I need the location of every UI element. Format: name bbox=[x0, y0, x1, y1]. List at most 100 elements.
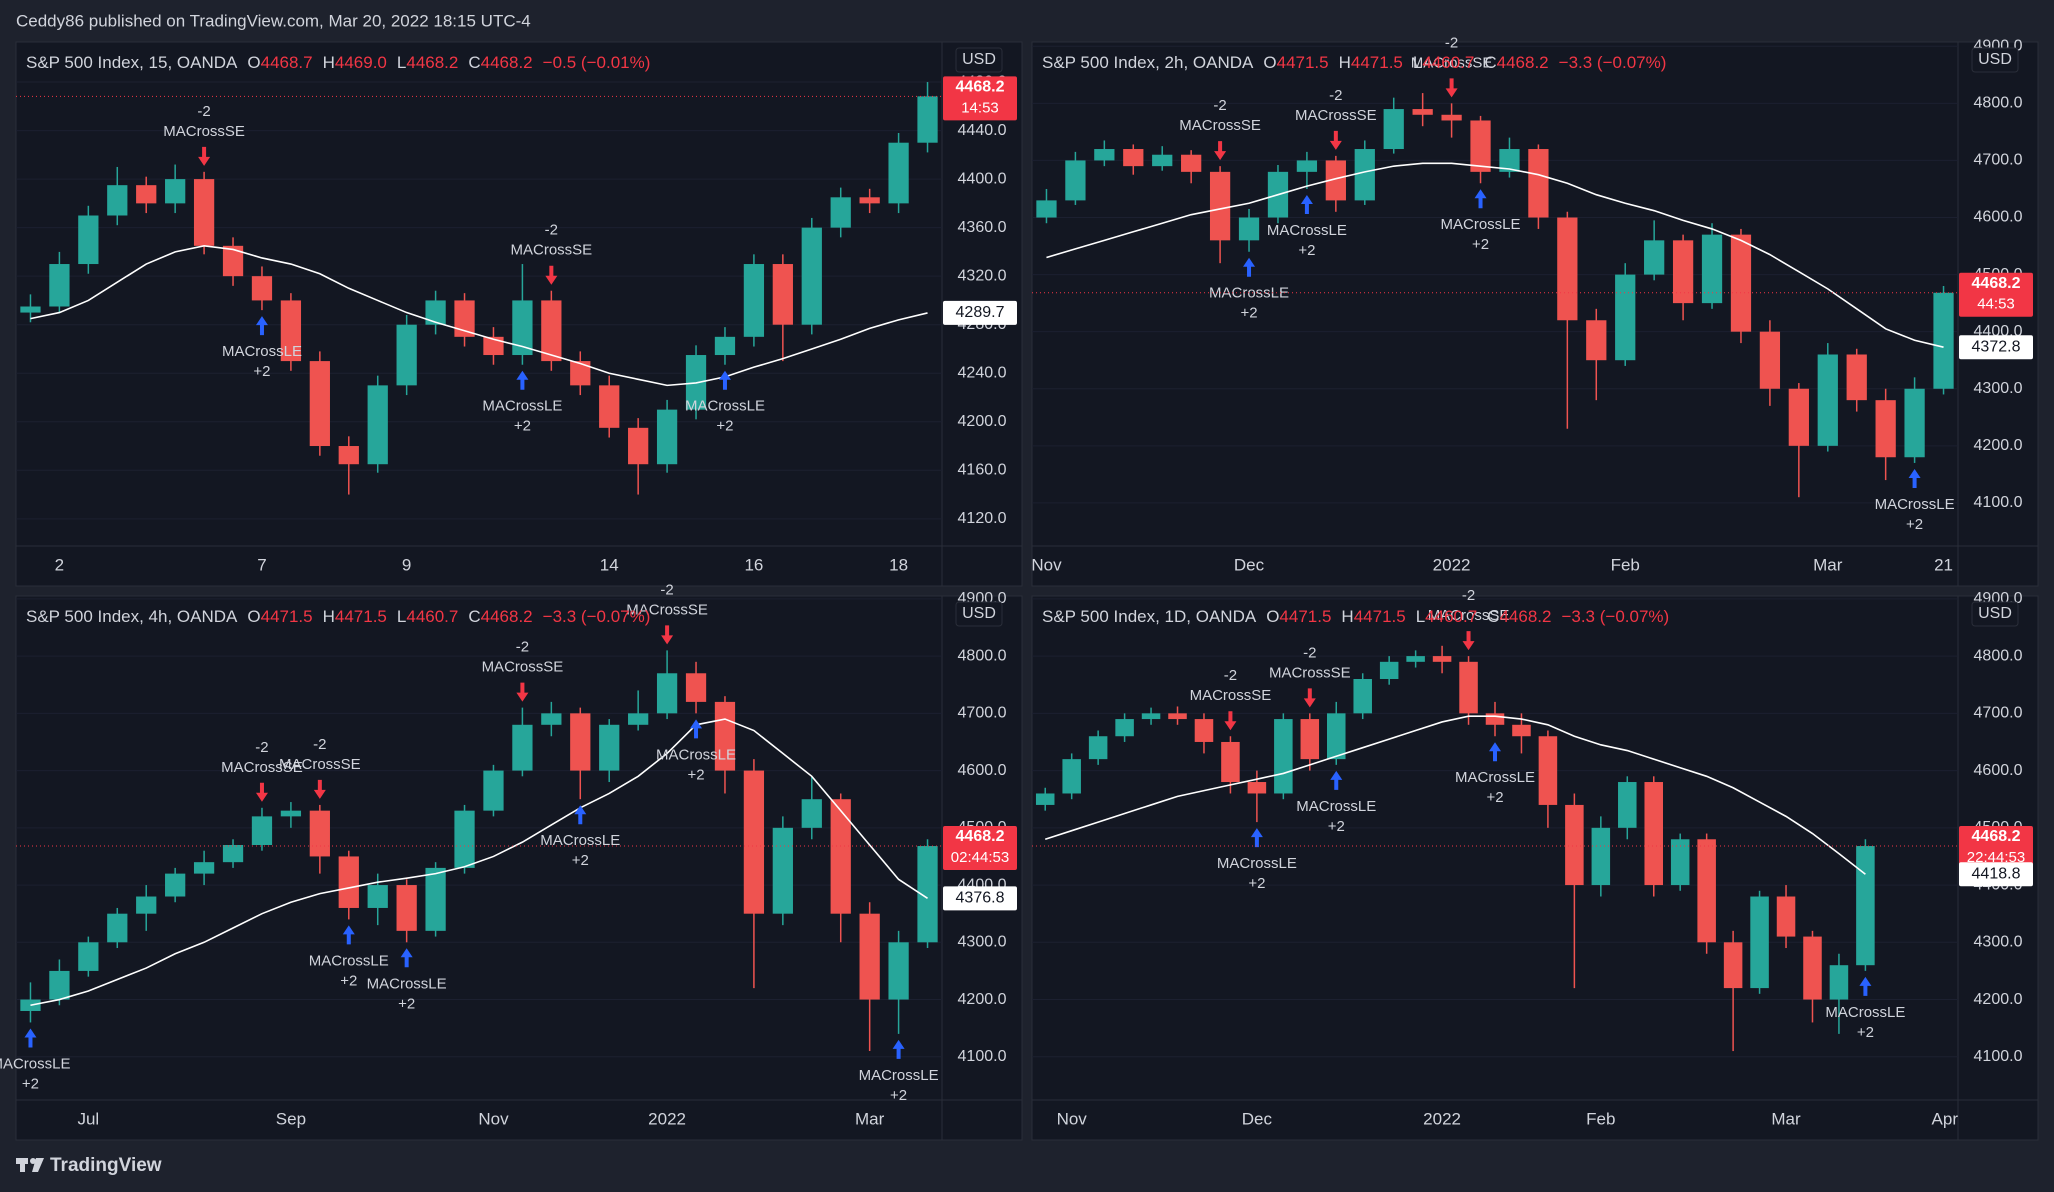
y-tick-label: 4400.0 bbox=[958, 170, 1007, 187]
candle-body bbox=[165, 179, 186, 204]
candle-body bbox=[1846, 354, 1867, 401]
candle-body bbox=[1644, 782, 1664, 886]
candle-body bbox=[685, 673, 707, 702]
last-price-box bbox=[943, 826, 1017, 871]
candle-body bbox=[396, 885, 417, 931]
candle-body bbox=[541, 300, 562, 362]
quote-value: 4468.2 bbox=[481, 607, 533, 626]
short-arrow bbox=[1462, 631, 1475, 651]
ma-price-label: 4289.7 bbox=[956, 304, 1005, 321]
quote-change: −3.3 (−0.07%) bbox=[1561, 607, 1669, 626]
countdown-label: 02:44:53 bbox=[951, 849, 1009, 866]
candle-body bbox=[1512, 724, 1531, 737]
candle-body bbox=[1221, 741, 1240, 783]
currency: USD bbox=[1978, 605, 2012, 622]
candle-body bbox=[1065, 160, 1086, 201]
candle-body bbox=[483, 770, 504, 811]
y-tick-label: 4200.0 bbox=[1974, 991, 2023, 1008]
candle-body bbox=[396, 324, 417, 386]
ma-line bbox=[30, 718, 928, 1007]
y-tick-label: 4200.0 bbox=[958, 413, 1007, 430]
qty-label: +2 bbox=[340, 972, 357, 989]
quote-key: H bbox=[323, 53, 335, 72]
signal-label: MACrossLE bbox=[656, 746, 736, 763]
candle-body bbox=[338, 446, 359, 465]
candle-body bbox=[1528, 149, 1549, 218]
candle-body bbox=[801, 227, 822, 325]
signal-label: MACrossSE bbox=[1179, 117, 1261, 134]
long-arrow bbox=[400, 948, 413, 968]
candle-body bbox=[136, 185, 157, 204]
quote-value: 4460.7 bbox=[1425, 607, 1477, 626]
quote-key: L bbox=[1416, 607, 1425, 626]
candle-body bbox=[1209, 171, 1231, 241]
x-tick-label: Feb bbox=[1611, 555, 1640, 574]
candle-body bbox=[1672, 240, 1694, 304]
candle-body bbox=[1615, 274, 1636, 361]
x-tick-label: 21 bbox=[1934, 555, 1953, 574]
qty-label: +2 bbox=[1240, 305, 1257, 322]
long-arrow bbox=[516, 370, 529, 390]
candle-body bbox=[251, 276, 273, 301]
long-arrow bbox=[1250, 828, 1263, 848]
quote-key: H bbox=[323, 607, 335, 626]
y-tick-label: 4600.0 bbox=[958, 762, 1007, 779]
candle-body bbox=[49, 970, 70, 1000]
qty-label: -2 bbox=[1462, 587, 1475, 604]
short-arrow bbox=[313, 779, 326, 799]
candle-body bbox=[1247, 782, 1267, 794]
signal-label: MACrossSE bbox=[1411, 54, 1493, 71]
short-arrow bbox=[1224, 711, 1237, 731]
quote-value: 4471.5 bbox=[1354, 607, 1406, 626]
quote-key: L bbox=[397, 53, 406, 72]
candle-body bbox=[1904, 388, 1925, 458]
qty-label: +2 bbox=[1328, 818, 1345, 835]
short-arrow bbox=[545, 265, 558, 285]
x-tick-label: Nov bbox=[1057, 1109, 1088, 1128]
x-tick-label: Mar bbox=[1813, 555, 1843, 574]
candle-body bbox=[917, 96, 938, 143]
candle-body bbox=[714, 701, 736, 771]
short-arrow bbox=[1445, 78, 1458, 98]
quote-key: O bbox=[247, 607, 260, 626]
candle-body bbox=[1817, 354, 1838, 446]
candle-body bbox=[1123, 149, 1144, 167]
signal-label: MACrossLE bbox=[0, 1055, 70, 1072]
y-tick-label: 4300.0 bbox=[1974, 934, 2023, 951]
long-arrow bbox=[574, 805, 587, 825]
candle-body bbox=[1353, 678, 1372, 714]
x-tick-label: Nov bbox=[478, 1109, 509, 1128]
countdown-label: 14:53 bbox=[961, 99, 999, 116]
long-arrow bbox=[1489, 742, 1501, 762]
currency: USD bbox=[962, 51, 996, 68]
long-arrow bbox=[342, 925, 355, 945]
x-tick-label: Dec bbox=[1242, 1109, 1273, 1128]
candle-body bbox=[570, 713, 591, 771]
qty-label: +2 bbox=[890, 1087, 907, 1104]
candle-body bbox=[1141, 713, 1161, 720]
candle-body bbox=[20, 306, 41, 313]
candle-body bbox=[859, 913, 880, 1000]
short-arrow bbox=[1329, 130, 1342, 150]
candle-body bbox=[1088, 736, 1108, 760]
signal-label: MACrossSE bbox=[1295, 107, 1377, 124]
candle-body bbox=[1557, 217, 1578, 321]
qty-label: +2 bbox=[1857, 1024, 1874, 1041]
candle-body bbox=[888, 142, 909, 204]
quote-value: 4471.5 bbox=[1277, 53, 1329, 72]
candle-body bbox=[1354, 149, 1375, 201]
signal-label: MACrossSE bbox=[482, 659, 564, 676]
quote-key: C bbox=[468, 53, 480, 72]
quote-value: 4471.5 bbox=[1279, 607, 1331, 626]
candle-body bbox=[454, 300, 475, 337]
ma-line bbox=[30, 245, 928, 387]
candle-body bbox=[1723, 942, 1743, 989]
candle-body bbox=[656, 409, 678, 465]
candle-body bbox=[78, 942, 99, 971]
candle-body bbox=[1701, 234, 1723, 304]
x-tick-label: 2022 bbox=[1423, 1109, 1461, 1128]
x-tick-label: 16 bbox=[744, 555, 763, 574]
qty-label: -2 bbox=[660, 581, 673, 598]
qty-label: -2 bbox=[255, 739, 268, 756]
